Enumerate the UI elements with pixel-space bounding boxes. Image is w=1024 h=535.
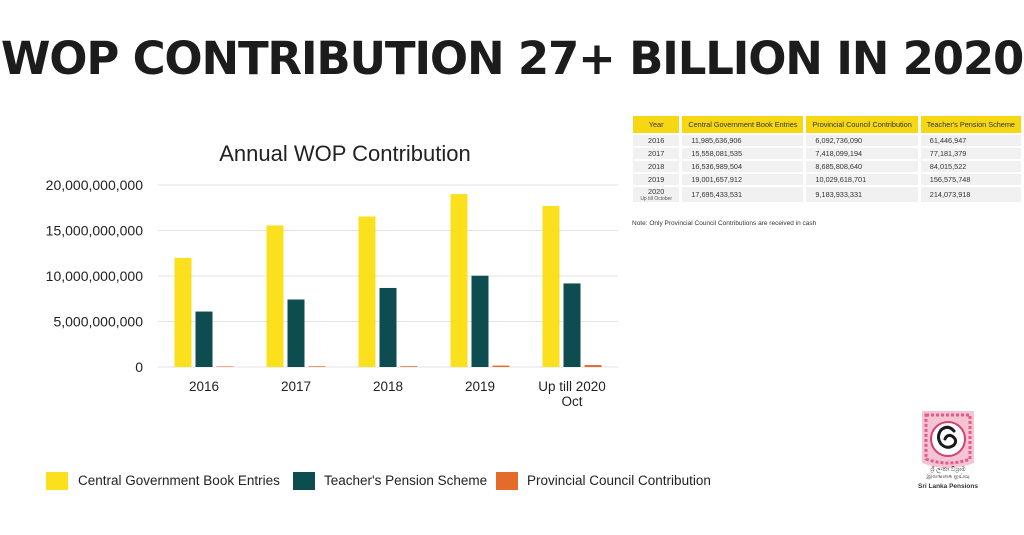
legend-label-teacher: Teacher's Pension Scheme (324, 473, 488, 488)
x-tick-label: 2019 (465, 379, 495, 394)
bar-central (266, 225, 284, 367)
table-cell-year-sub: Up till October (640, 196, 672, 202)
table-cell-provincial: 7,418,099,194 (806, 148, 918, 159)
table-cell-teacher: 214,073,918 (920, 187, 1021, 202)
table-header-teacher: Teacher's Pension Scheme (920, 116, 1021, 133)
table-cell-provincial: 10,029,618,701 (806, 174, 918, 185)
table-cell-year: 2020 Up till October (633, 187, 680, 202)
bar-provincial (400, 366, 418, 367)
logo-text-sinhala: ශ්‍රී ලංකා විශ්‍රාම இலங்கை ஓய்வு (918, 467, 978, 481)
y-tick-label: 20,000,000,000 (46, 177, 144, 193)
bar-teacher (287, 299, 305, 367)
table-cell-year-main: 2020 (648, 187, 665, 196)
table-cell-year: 2016 (633, 135, 680, 146)
logo-text-english: Sri Lanka Pensions (918, 483, 978, 490)
table-cell-provincial: 9,183,933,331 (806, 187, 918, 202)
y-tick-label: 0 (135, 359, 143, 375)
logo-border (924, 413, 972, 465)
table-cell-central: 19,001,657,912 (682, 174, 804, 185)
logo-glyph (937, 425, 958, 449)
table-cell-provincial: 8,685,808,640 (806, 161, 918, 172)
y-axis-ticks: 20,000,000,000 15,000,000,000 10,000,000,0… (46, 177, 144, 375)
table-cell-teacher: 156,575,748 (920, 174, 1021, 185)
table-header-row: Year Central Government Book Entries Pro… (633, 116, 1021, 133)
bar-provincial (308, 366, 326, 367)
bar-teacher (471, 275, 489, 367)
x-tick-label: 2017 (281, 379, 311, 394)
table-cell-central: 11,985,636,906 (682, 135, 804, 146)
legend-label-provincial: Provincial Council Contribution (527, 473, 711, 488)
table-cell-year: 2017 (633, 148, 680, 159)
legend-swatch-teacher (293, 472, 315, 490)
table-row: 2016 11,985,636,906 6,092,736,090 61,446… (633, 135, 1021, 146)
table-row: 2020 Up till October 17,695,433,531 9,18… (633, 187, 1021, 202)
bar-chart: 20,000,000,000 15,000,000,000 10,000,000,0… (46, 177, 618, 409)
legend-label-central: Central Government Book Entries (78, 473, 280, 488)
bar-central (450, 194, 468, 367)
table-header-year: Year (633, 116, 680, 133)
legend-swatch-central (46, 472, 68, 490)
chart-title: Annual WOP Contribution (219, 141, 471, 166)
table-note: Note: Only Provincial Council Contributi… (632, 220, 817, 227)
table-cell-year: 2018 (633, 161, 680, 172)
y-tick-label: 5,000,000,000 (53, 314, 143, 330)
logo-sinhala: ශ්‍රී ලංකා විශ්‍රාම (930, 467, 966, 473)
table-cell-teacher: 77,181,379 (920, 148, 1021, 159)
table-cell-central: 17,695,433,531 (682, 187, 804, 202)
bar-provincial (216, 366, 234, 367)
bars (174, 194, 602, 367)
table-row: 2017 15,558,081,535 7,418,099,194 77,181… (633, 148, 1021, 159)
bar-central (358, 216, 376, 367)
headline: WOP CONTRIBUTION 27+ BILLION IN 2020 (0, 32, 1024, 85)
bar-teacher (379, 287, 397, 367)
x-tick-label: Up till 2020 (538, 379, 606, 394)
x-tick-label: 2016 (189, 379, 219, 394)
y-tick-label: 10,000,000,000 (46, 268, 144, 284)
table-row: 2019 19,001,657,912 10,029,618,701 156,5… (633, 174, 1021, 185)
sri-lanka-pensions-logo (922, 411, 974, 468)
table-cell-teacher: 61,446,947 (920, 135, 1021, 146)
bar-teacher (563, 283, 581, 367)
data-table: Year Central Government Book Entries Pro… (630, 114, 1024, 204)
x-tick-label: 2018 (373, 379, 403, 394)
bar-teacher (195, 311, 213, 367)
bar-central (542, 205, 560, 367)
table-cell-central: 16,536,989,504 (682, 161, 804, 172)
table-cell-provincial: 6,092,736,090 (806, 135, 918, 146)
table-header-provincial: Provincial Council Contribution (806, 116, 918, 133)
bar-provincial (492, 365, 510, 367)
bar-provincial (584, 365, 602, 367)
y-tick-label: 15,000,000,000 (46, 223, 144, 239)
table-cell-year: 2019 (633, 174, 680, 185)
bar-central (174, 257, 192, 367)
table-cell-teacher: 84,015,522 (920, 161, 1021, 172)
x-tick-label: Oct (561, 394, 582, 409)
table-header-central: Central Government Book Entries (682, 116, 804, 133)
logo-tamil: இலங்கை ஓய்வு (926, 474, 970, 480)
table-cell-central: 15,558,081,535 (682, 148, 804, 159)
legend-swatch-provincial (496, 472, 518, 490)
table-row: 2018 16,536,989,504 8,685,808,640 84,015… (633, 161, 1021, 172)
